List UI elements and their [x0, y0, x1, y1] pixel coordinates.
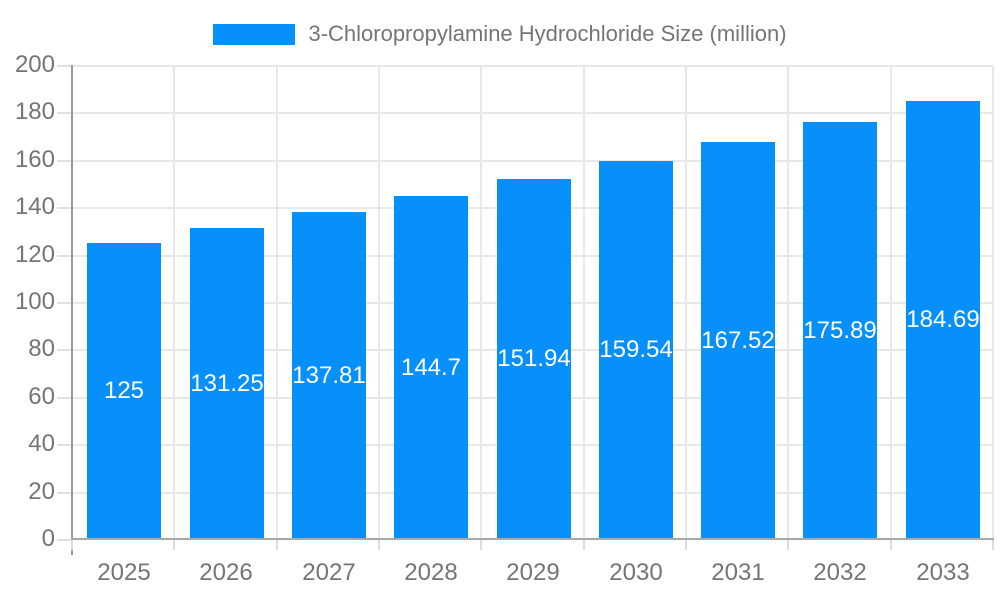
x-axis-tick	[890, 540, 892, 550]
gridline	[787, 65, 789, 539]
y-axis-tick-label: 0	[41, 525, 55, 552]
y-axis-tick-label: 160	[14, 146, 55, 173]
x-axis-tick-label: 2030	[609, 559, 663, 586]
bar-value-label: 175.89	[803, 316, 877, 344]
gridline	[73, 112, 994, 114]
legend-swatch-icon	[213, 23, 296, 45]
x-axis-tick	[685, 540, 687, 550]
y-axis-tick-label: 120	[14, 241, 55, 268]
x-axis-tick	[480, 540, 482, 550]
bar: 125	[87, 243, 161, 539]
x-axis-tick-label: 2032	[813, 559, 867, 586]
bar-value-label: 167.52	[701, 326, 775, 354]
plot-area: 125 131.25 137.81 144.7 151.94 159.54 167.52 17…	[73, 65, 994, 539]
x-axis-tick-label: 2027	[302, 559, 356, 586]
y-axis-tick-label: 60	[28, 383, 55, 410]
bar: 184.69	[906, 101, 980, 539]
y-axis-tick-label: 200	[14, 51, 55, 78]
x-axis-tick-label: 2029	[506, 559, 560, 586]
y-axis-tick-label: 180	[14, 98, 55, 125]
bar-value-label: 144.7	[400, 353, 462, 381]
x-axis-tick-label: 2025	[97, 559, 151, 586]
x-axis-tick-label: 2033	[916, 559, 970, 586]
chart-legend-item[interactable]: 3-Chloropropylamine Hydrochloride Size (…	[0, 21, 1000, 47]
gridline	[583, 65, 585, 539]
gridline	[73, 65, 994, 67]
bar-value-label: 151.94	[497, 345, 571, 372]
bar: 159.54	[599, 161, 673, 539]
bar-value-label: 137.81	[292, 361, 366, 389]
gridline	[73, 160, 994, 162]
y-axis-tick-label: 140	[14, 193, 55, 220]
x-axis-line	[71, 538, 994, 540]
gridline	[276, 65, 278, 539]
gridline	[685, 65, 687, 539]
y-axis-tick-label: 100	[14, 288, 55, 315]
bar: 137.81	[292, 212, 366, 539]
y-axis-tick-label: 20	[28, 478, 55, 505]
bar: 151.94	[497, 179, 571, 539]
bar: 175.89	[803, 122, 877, 539]
bar: 167.52	[701, 142, 775, 539]
y-axis-tick	[57, 349, 71, 351]
y-axis-tick	[57, 207, 71, 209]
bar-value-label: 184.69	[906, 306, 980, 333]
x-axis-tick-label: 2031	[711, 559, 765, 586]
gridline	[480, 65, 482, 539]
y-axis-tick	[57, 160, 71, 162]
gridline	[992, 65, 994, 539]
x-axis-tick-label: 2028	[404, 559, 458, 586]
y-axis-tick	[57, 255, 71, 257]
x-axis-tick	[173, 540, 175, 550]
y-axis-tick	[57, 302, 71, 304]
bar-value-label: 159.54	[599, 336, 673, 363]
legend-label: 3-Chloropropylamine Hydrochloride Size (…	[308, 21, 787, 46]
x-axis-tick-label: 2026	[199, 559, 253, 586]
x-axis-tick	[583, 540, 585, 550]
bar: 131.25	[190, 228, 264, 539]
y-axis-tick	[57, 444, 71, 446]
y-axis-tick	[57, 397, 71, 399]
x-axis-tick	[787, 540, 789, 550]
bar-value-label: 131.25	[190, 369, 264, 397]
y-axis-tick	[57, 112, 71, 114]
gridline	[378, 65, 380, 539]
x-axis-tick	[992, 540, 994, 550]
x-axis-tick	[378, 540, 380, 550]
gridline	[173, 65, 175, 539]
x-axis-tick	[71, 540, 73, 550]
gridline	[890, 65, 892, 539]
bar-value-label: 125	[103, 377, 145, 404]
y-axis-tick	[57, 492, 71, 494]
y-axis-tick-label: 40	[28, 430, 55, 457]
y-axis-tick	[57, 539, 71, 541]
y-axis-tick-label: 80	[28, 335, 55, 362]
x-axis-tick	[276, 540, 278, 550]
bar: 144.7	[394, 196, 468, 539]
y-axis-line	[71, 65, 73, 555]
y-axis-tick	[57, 65, 71, 67]
